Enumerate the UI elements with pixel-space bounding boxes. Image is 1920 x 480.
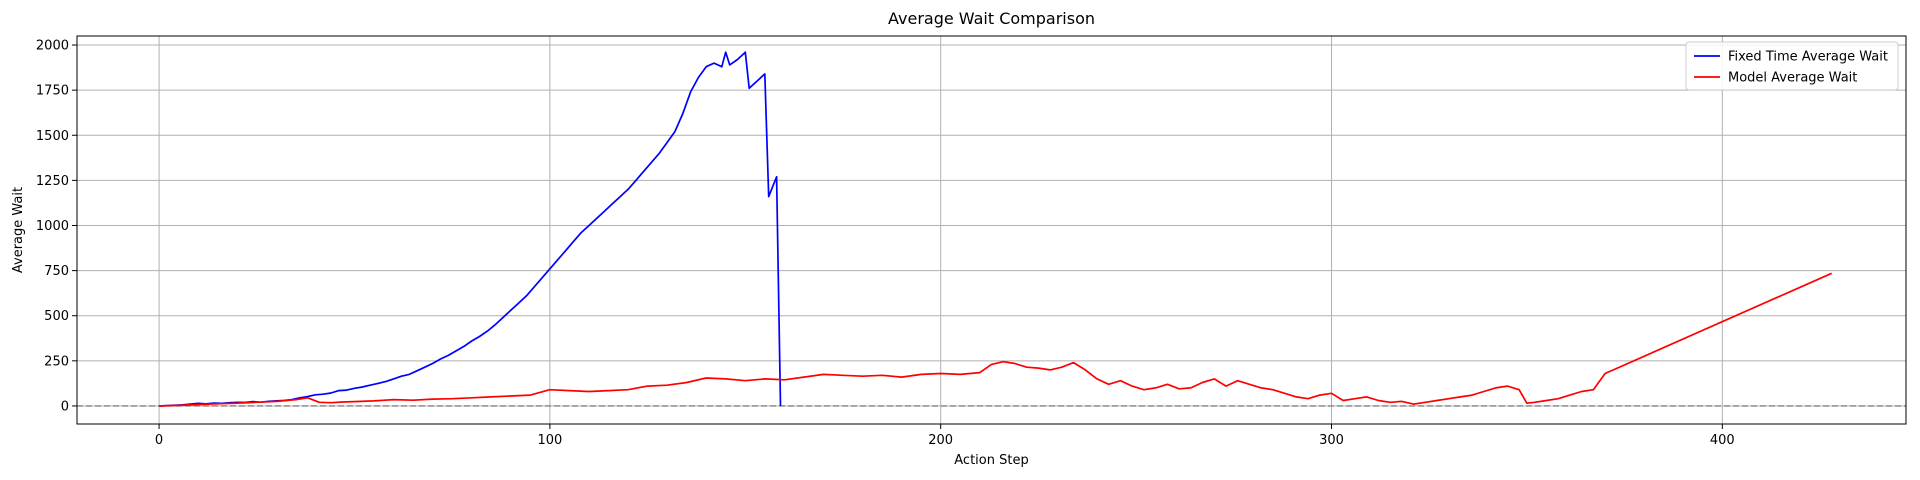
y-tick-label: 1500 xyxy=(36,129,69,144)
legend-label: Model Average Wait xyxy=(1728,71,1857,86)
chart-title: Average Wait Comparison xyxy=(888,9,1095,28)
legend: Fixed Time Average Wait Model Average Wai… xyxy=(1685,41,1899,91)
series-line-model xyxy=(159,272,1833,407)
y-axis-label: Average Wait xyxy=(11,187,26,273)
y-tick-label: 1750 xyxy=(36,84,69,99)
series-layer xyxy=(159,51,1833,407)
tick-layer: 0 100 200 300 400 0 250 500 750 1000 1250 1500 1750 2… xyxy=(36,39,1735,448)
y-tick-label: 1000 xyxy=(36,219,69,234)
y-tick-label: 250 xyxy=(44,354,69,369)
x-tick-label: 400 xyxy=(1710,433,1735,448)
x-axis-label: Action Step xyxy=(954,453,1028,468)
x-tick-label: 100 xyxy=(537,433,562,448)
y-tick-label: 0 xyxy=(61,399,69,414)
legend-box xyxy=(1685,41,1899,91)
legend-label: Fixed Time Average Wait xyxy=(1728,50,1888,65)
y-tick-label: 750 xyxy=(44,264,69,279)
y-tick-label: 500 xyxy=(44,309,69,324)
x-tick-label: 300 xyxy=(1319,433,1344,448)
x-tick-label: 0 xyxy=(155,433,163,448)
x-tick-label: 200 xyxy=(928,433,953,448)
y-tick-label: 1250 xyxy=(36,174,69,189)
y-tick-label: 2000 xyxy=(36,39,69,54)
plot-frame xyxy=(76,35,1907,425)
